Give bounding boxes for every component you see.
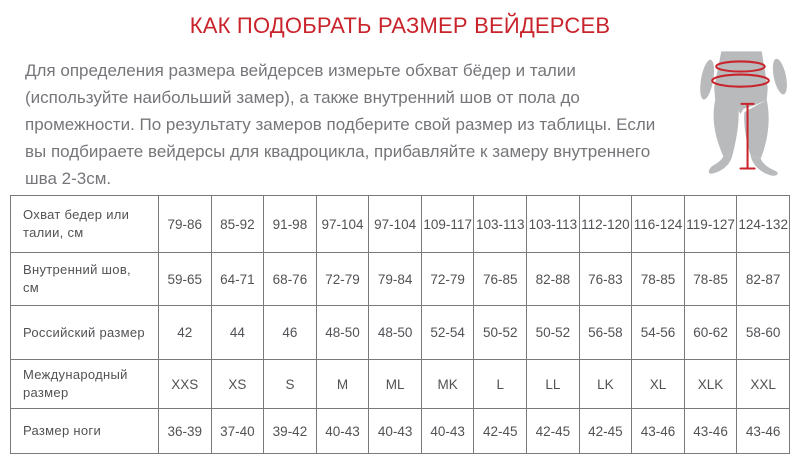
size-cell: 78-85 <box>683 252 738 306</box>
size-cell: 119-127 <box>683 195 738 253</box>
size-cell: 43-46 <box>736 408 790 454</box>
size-cell: M <box>315 359 370 409</box>
size-table-body: Охват бедер или талии, см 79-86 85-92 91-98… <box>10 195 790 454</box>
size-cell: 82-87 <box>736 252 790 306</box>
size-cell: XL <box>631 359 685 409</box>
size-cell: 124-132 <box>736 195 790 253</box>
row-header: Охват бедер или талии, см <box>10 195 159 253</box>
size-cell: 52-54 <box>420 305 475 360</box>
size-cell: ML <box>368 359 422 409</box>
size-cell: 40-43 <box>420 408 475 454</box>
size-cell: 42-45 <box>473 408 528 454</box>
size-cell: 50-52 <box>526 305 580 360</box>
size-cell: 42 <box>158 305 212 360</box>
intro-section: Для определения размера вейдерсев измерь… <box>25 51 787 189</box>
size-cell: 72-79 <box>420 252 475 306</box>
inseam-line <box>739 102 756 170</box>
size-cell: 42-45 <box>526 408 580 454</box>
size-cell: 82-88 <box>526 252 580 306</box>
row-header: Российский размер <box>10 305 159 360</box>
size-cell: 103-113 <box>473 195 528 253</box>
size-cell: 40-43 <box>315 408 370 454</box>
size-cell: 36-39 <box>158 408 212 454</box>
size-cell: 109-117 <box>420 195 475 253</box>
size-cell: 50-52 <box>473 305 528 360</box>
legs-measurement-icon <box>695 51 791 181</box>
size-cell: 42-45 <box>578 408 633 454</box>
size-cell: 59-65 <box>158 252 212 306</box>
size-cell: 79-84 <box>368 252 422 306</box>
size-cell: 37-40 <box>210 408 265 454</box>
size-cell: MK <box>420 359 475 409</box>
size-cell: 43-46 <box>631 408 685 454</box>
size-cell: 44 <box>210 305 265 360</box>
size-cell: L <box>473 359 528 409</box>
table-row: Российский размер 42 44 46 48-50 48-50 52-54 50… <box>10 305 790 360</box>
table-row: Охват бедер или талии, см 79-86 85-92 91-98… <box>10 195 790 253</box>
page-title: КАК ПОДОБРАТЬ РАЗМЕР ВЕЙДЕРСЕВ <box>189 13 611 38</box>
waist-girth-ellipse <box>715 60 766 73</box>
size-cell: 79-86 <box>158 195 212 253</box>
size-cell: 76-85 <box>473 252 528 306</box>
size-cell: 56-58 <box>578 305 633 360</box>
size-cell: 97-104 <box>315 195 370 253</box>
size-cell: XXL <box>736 359 790 409</box>
size-cell: 60-62 <box>683 305 738 360</box>
legs-silhouette <box>700 51 787 176</box>
table-row: Размер ноги 36-39 37-40 39-42 40-43 40-43 40-4… <box>10 408 790 454</box>
size-cell: 112-120 <box>578 195 633 253</box>
size-cell: XXS <box>158 359 212 409</box>
size-cell: XS <box>210 359 265 409</box>
size-cell: 39-42 <box>263 408 317 454</box>
size-cell: 68-76 <box>263 252 317 306</box>
size-table: Охват бедер или талии, см 79-86 85-92 91-98… <box>10 195 790 454</box>
size-cell: 48-50 <box>315 305 370 360</box>
size-cell: 43-46 <box>683 408 738 454</box>
size-cell: LL <box>526 359 580 409</box>
size-cell: 85-92 <box>210 195 265 253</box>
size-cell: 97-104 <box>368 195 422 253</box>
row-header: Размер ноги <box>10 408 159 454</box>
size-cell: 72-79 <box>315 252 370 306</box>
row-header: Внутренний шов, см <box>10 252 159 306</box>
size-cell: 48-50 <box>368 305 422 360</box>
size-cell: 116-124 <box>631 195 685 253</box>
size-cell: 76-83 <box>578 252 633 306</box>
size-cell: 46 <box>263 305 317 360</box>
size-cell: LK <box>578 359 633 409</box>
size-cell: 54-56 <box>631 305 685 360</box>
size-cell: 103-113 <box>526 195 580 253</box>
size-cell: 40-43 <box>368 408 422 454</box>
size-cell: 64-71 <box>210 252 265 306</box>
size-cell: 78-85 <box>631 252 685 306</box>
size-cell: 58-60 <box>736 305 790 360</box>
size-cell: S <box>263 359 317 409</box>
row-header: Международный размер <box>10 359 159 409</box>
hip-girth-ellipse <box>711 73 770 88</box>
intro-text: Для определения размера вейдерсев измерь… <box>25 61 656 188</box>
size-cell: 91-98 <box>263 195 317 253</box>
table-row: Внутренний шов, см 59-65 64-71 68-76 72-79 79… <box>10 252 790 306</box>
size-cell: XLK <box>683 359 738 409</box>
table-row: Международный размер XXS XS S M ML MK L LL LK XL XL… <box>10 359 790 409</box>
